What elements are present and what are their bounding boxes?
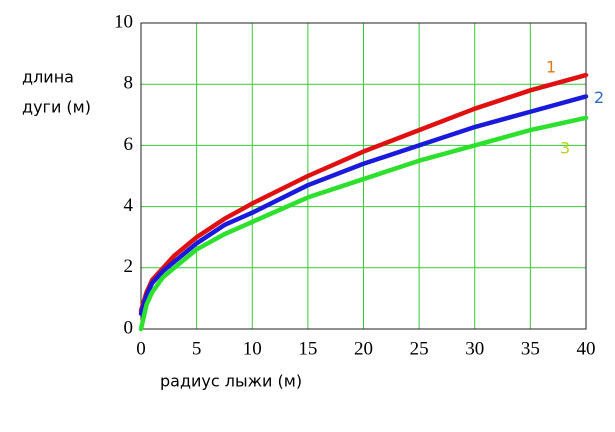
y-tick-label: 10	[114, 11, 133, 32]
y-tick-label: 8	[124, 73, 134, 94]
y-tick-label: 2	[124, 256, 134, 277]
y-tick-label: 0	[124, 317, 134, 338]
x-tick-label: 10	[243, 338, 262, 359]
series-label: 3	[560, 138, 570, 157]
series-label: 1	[546, 58, 556, 77]
line-series	[138, 94, 589, 316]
x-tick-label: 30	[465, 338, 484, 359]
x-tick-label: 15	[298, 338, 317, 359]
x-axis-label: радиус лыжи (м)	[160, 372, 302, 391]
line-series	[138, 115, 589, 332]
y-tick-label: 4	[124, 195, 134, 216]
y-tick-label: 6	[124, 134, 134, 155]
x-tick-label: 0	[136, 338, 146, 359]
x-tick-label: 5	[192, 338, 202, 359]
x-tick-label: 35	[521, 338, 540, 359]
x-tick-label: 25	[410, 338, 429, 359]
series-label: 2	[594, 88, 604, 107]
y-axis-label: дуги (м)	[22, 98, 91, 117]
x-tick-label: 40	[577, 338, 596, 359]
x-tick-label: 20	[354, 338, 373, 359]
plot-frame	[140, 22, 587, 330]
y-axis-label: длина	[22, 68, 74, 87]
